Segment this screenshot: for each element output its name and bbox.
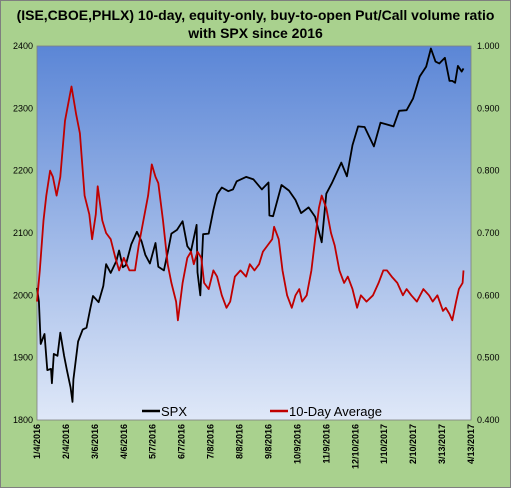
legend-label: 10-Day Average: [289, 404, 382, 419]
x-tick-label: 5/7/2016: [148, 424, 158, 459]
x-tick-label: 3/13/2017: [437, 424, 447, 464]
left-tick-label: 2100: [13, 228, 33, 238]
right-tick-label: 1.000: [477, 41, 500, 51]
x-tick-label: 6/7/2016: [177, 424, 187, 459]
right-tick-label: 0.900: [477, 103, 500, 113]
legend-label: SPX: [161, 404, 187, 419]
x-tick-label: 9/8/2016: [263, 424, 273, 459]
right-tick-label: 0.700: [477, 228, 500, 238]
legend: SPX 10-Day Average: [142, 404, 382, 419]
series-line-10-day-average: [36, 85, 465, 322]
x-tick-label: 8/8/2016: [235, 424, 245, 459]
x-tick-label: 2/4/2016: [61, 424, 71, 459]
left-tick-label: 1900: [13, 353, 33, 363]
x-tick-label: 11/9/2016: [321, 424, 331, 464]
series-layer: [36, 47, 465, 403]
right-tick-label: 0.400: [477, 415, 500, 425]
x-axis: 1/4/2016 2/4/2016 3/6/2016 4/6/2016 5/7/2016…: [32, 424, 476, 469]
right-tick-label: 0.800: [477, 166, 500, 176]
x-tick-label: 1/4/2016: [32, 424, 42, 459]
left-tick-label: 2300: [13, 103, 33, 113]
x-tick-label: 7/8/2016: [206, 424, 216, 459]
x-tick-label: 2/10/2017: [408, 424, 418, 464]
right-tick-label: 0.500: [477, 353, 500, 363]
x-tick-label: 1/10/2017: [379, 424, 389, 464]
chart-title: (ISE,CBOE,PHLX) 10-day, equity-only, buy…: [0, 6, 511, 42]
x-tick-label: 3/6/2016: [90, 424, 100, 459]
left-tick-label: 1800: [13, 415, 33, 425]
x-tick-label: 4/6/2016: [119, 424, 129, 459]
left-tick-label: 2200: [13, 166, 33, 176]
right-tick-label: 0.600: [477, 290, 500, 300]
chart-title-line-2: with SPX since 2016: [188, 25, 323, 41]
series-line-spx: [36, 47, 465, 403]
left-axis: 1800 1900 2000 2100 2200 2300 2400: [13, 41, 33, 425]
left-tick-label: 2400: [13, 41, 33, 51]
left-tick-label: 2000: [13, 290, 33, 300]
x-tick-label: 4/13/2017: [466, 424, 476, 464]
chart-title-line-1: (ISE,CBOE,PHLX) 10-day, equity-only, buy…: [16, 7, 495, 23]
plot-area: [36, 45, 472, 421]
right-axis: 0.400 0.500 0.600 0.700 0.800 0.900 1.000: [477, 41, 500, 425]
x-tick-label: 10/9/2016: [292, 424, 302, 464]
x-tick-label: 12/10/2016: [350, 424, 360, 469]
